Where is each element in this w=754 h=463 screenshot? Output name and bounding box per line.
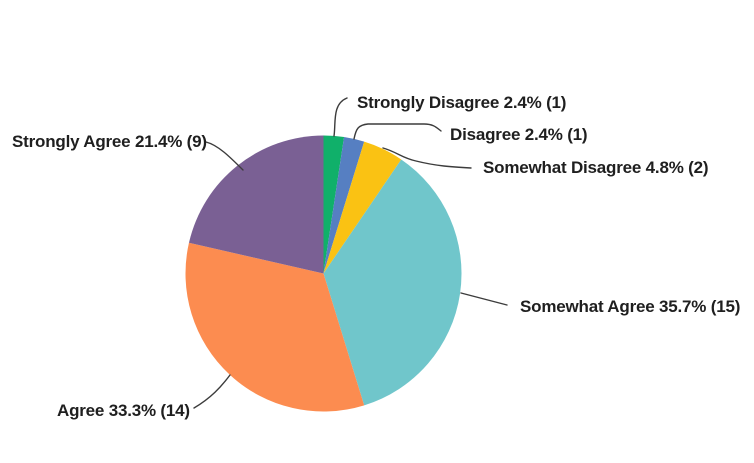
slice-label-strongly-disagree: Strongly Disagree 2.4% (1) (357, 93, 566, 112)
pie-slice-disagree (323, 137, 365, 274)
slice-label-somewhat-disagree: Somewhat Disagree 4.8% (2) (483, 158, 708, 177)
slice-labels: Strongly Disagree 2.4% (1) Disagree 2.4%… (12, 93, 740, 420)
leader-line-strongly-agree (205, 141, 244, 171)
leader-line-somewhat-agree (460, 292, 508, 306)
pie-slices (185, 135, 462, 412)
pie-slice-somewhat-disagree (323, 141, 402, 274)
pie-slice-agree (185, 242, 365, 412)
slice-label-disagree: Disagree 2.4% (1) (450, 125, 587, 144)
leader-line-strongly-disagree (333, 97, 348, 137)
leader-line-agree (193, 374, 231, 409)
leader-line-somewhat-disagree (382, 147, 472, 169)
slice-label-agree: Agree 33.3% (14) (57, 401, 190, 420)
leader-lines (193, 97, 508, 409)
slice-label-somewhat-agree: Somewhat Agree 35.7% (15) (520, 297, 740, 316)
slice-label-strongly-agree: Strongly Agree 21.4% (9) (12, 132, 207, 151)
leader-line-disagree (353, 123, 442, 140)
pie-slice-strongly-disagree (323, 135, 345, 274)
pie-slice-somewhat-agree (323, 159, 462, 406)
pie-slice-strongly-agree (188, 135, 324, 274)
